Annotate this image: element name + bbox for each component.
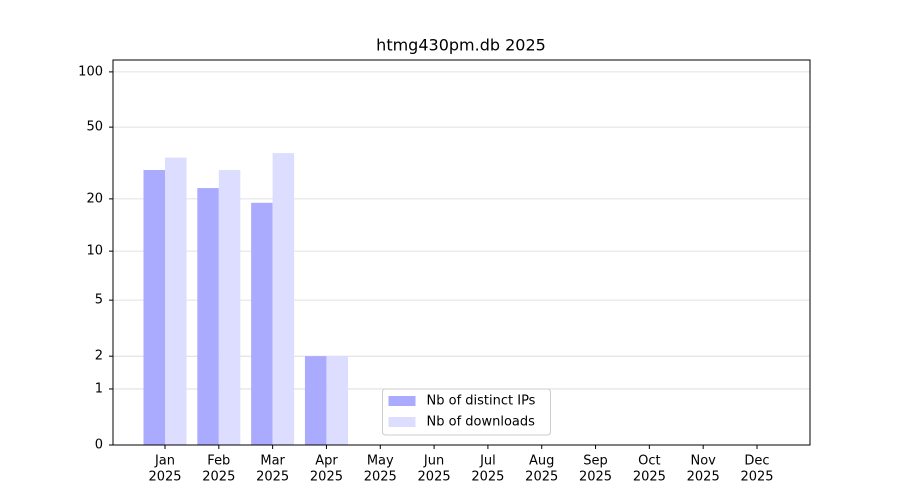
x-tick-label: 2025 — [202, 470, 235, 485]
x-tick-label: May — [367, 454, 394, 469]
x-tick-label: Nov — [690, 454, 716, 469]
y-tick-label: 20 — [86, 191, 103, 206]
x-tick-label: 2025 — [364, 470, 397, 485]
bar — [251, 202, 273, 445]
x-tick-label: Aug — [529, 454, 554, 469]
x-tick-label: Feb — [207, 454, 230, 469]
bar — [304, 356, 327, 445]
x-tick-label: 2025 — [579, 470, 612, 485]
x-tick-label: Apr — [315, 454, 338, 469]
y-tick-label: 50 — [86, 120, 103, 135]
y-tick-label: 2 — [95, 349, 103, 364]
x-tick-label: 2025 — [256, 470, 289, 485]
legend-swatch — [388, 396, 416, 406]
x-tick-label: 2025 — [310, 470, 343, 485]
legend-box — [382, 388, 551, 436]
x-tick-label: 2025 — [471, 470, 504, 485]
y-tick-label: 100 — [78, 64, 103, 79]
bar — [326, 356, 348, 445]
x-tick-label: 2025 — [740, 470, 773, 485]
x-tick-label: Jun — [423, 454, 444, 469]
chart-title: htmg430pm.db 2025 — [376, 36, 546, 55]
x-tick-label: Dec — [744, 454, 769, 469]
x-tick-label: 2025 — [525, 470, 558, 485]
x-tick-label: Jan — [154, 454, 175, 469]
bar — [165, 157, 187, 446]
x-tick-label: 2025 — [687, 470, 720, 485]
legend-label: Nb of distinct IPs — [427, 394, 536, 409]
y-tick-label: 1 — [95, 381, 103, 396]
y-tick-label: 10 — [86, 244, 103, 259]
x-tick-label: 2025 — [148, 470, 181, 485]
y-tick-label: 5 — [95, 293, 103, 308]
bar — [272, 153, 295, 445]
x-tick-label: Mar — [260, 454, 285, 469]
bar — [218, 170, 241, 445]
x-tick-label: Sep — [583, 454, 608, 469]
x-tick-label: Oct — [638, 454, 660, 469]
bar — [143, 170, 165, 445]
legend-label: Nb of downloads — [427, 415, 536, 430]
bar — [197, 188, 219, 445]
x-tick-label: 2025 — [418, 470, 451, 485]
y-tick-label: 0 — [95, 438, 103, 453]
legend-swatch — [388, 417, 416, 427]
x-tick-label: Jul — [479, 454, 496, 469]
plot-frame — [112, 59, 811, 446]
x-tick-label: 2025 — [633, 470, 666, 485]
